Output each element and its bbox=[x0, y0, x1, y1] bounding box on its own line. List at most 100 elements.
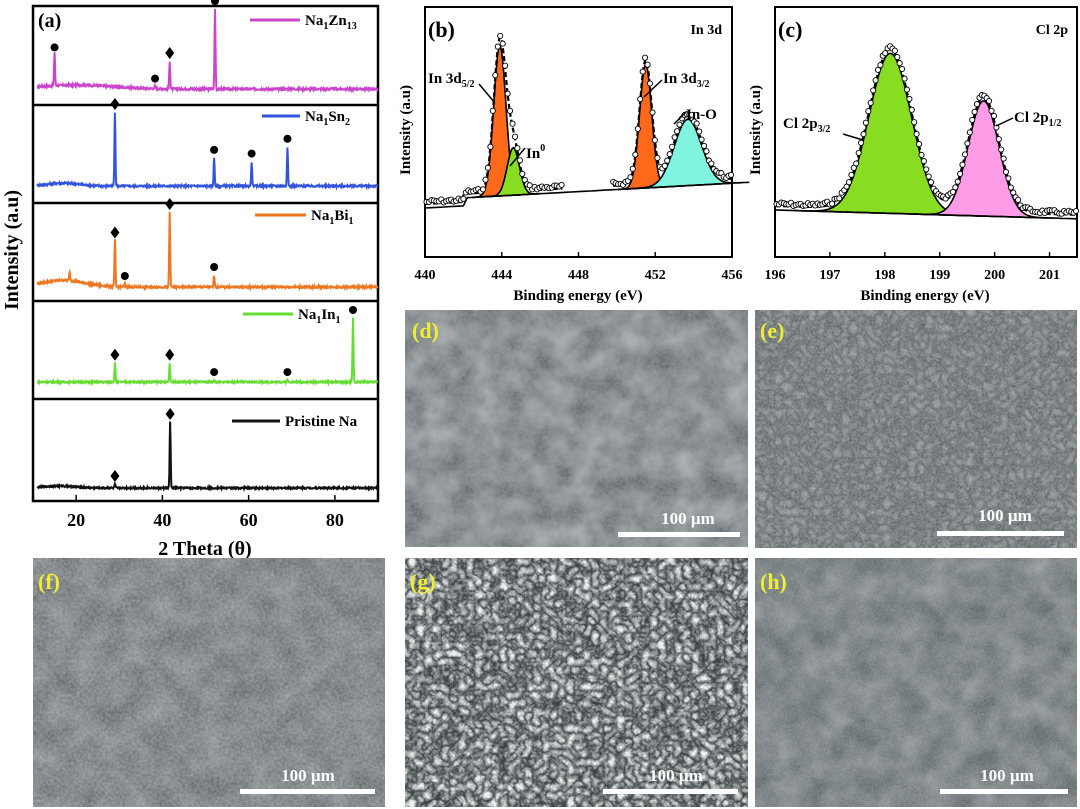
sem-panel-d: (d) 100 µm bbox=[405, 310, 748, 547]
xps-raw-point bbox=[860, 131, 867, 138]
xps-x-tick-label: 201 bbox=[1039, 268, 1060, 283]
xrd-line-2 bbox=[36, 211, 379, 292]
xrd-marker-circle bbox=[247, 149, 256, 158]
xps-x-tick-label: 456 bbox=[722, 268, 743, 283]
xps-raw-point bbox=[494, 43, 501, 50]
xps-raw-point bbox=[848, 171, 855, 178]
xps-raw-point bbox=[961, 151, 969, 158]
xps-raw-point bbox=[896, 60, 903, 67]
panel-g-scale-text: 100 µm bbox=[649, 766, 703, 785]
xps-raw-point bbox=[867, 99, 874, 106]
cl2p32-label: Cl 2p3/2 bbox=[783, 116, 830, 135]
panel-b-label: (b) bbox=[428, 17, 455, 42]
xps-raw-point bbox=[923, 166, 930, 173]
xps-raw-point bbox=[882, 50, 889, 57]
xrd-series-group bbox=[36, 0, 379, 493]
xps-raw-point bbox=[693, 120, 700, 127]
xps-x-tick-label: 197 bbox=[819, 268, 840, 283]
xps-raw-point bbox=[516, 157, 523, 164]
xps-raw-point bbox=[627, 174, 634, 181]
xps-raw-point bbox=[482, 176, 489, 183]
xps-raw-point bbox=[894, 53, 901, 61]
xrd-line-3 bbox=[36, 317, 379, 387]
xps-raw-point bbox=[872, 77, 879, 84]
xps-in3d-x-ticks: 440 444 448 452 456 bbox=[415, 252, 743, 283]
xps-baseline bbox=[774, 209, 1078, 220]
xps-raw-point bbox=[654, 154, 661, 162]
panel-a-xlabel: 2 Theta (θ) bbox=[158, 538, 251, 560]
xps-raw-point bbox=[845, 179, 853, 186]
xrd-marker-circle bbox=[210, 263, 219, 271]
xps-raw-point bbox=[973, 101, 981, 108]
xps-cl2p-x-ticks: 196 197 198 199 200 201 bbox=[765, 252, 1060, 283]
xps-raw-point bbox=[479, 186, 487, 193]
xps-raw-point bbox=[487, 143, 494, 150]
xps-raw-point bbox=[728, 171, 735, 178]
panel-b-title: In 3d bbox=[690, 23, 722, 38]
xrd-marker-diamond bbox=[110, 226, 120, 239]
xrd-marker-diamond bbox=[110, 470, 120, 483]
panel-d-scale-bar bbox=[618, 532, 740, 537]
xps-raw-point bbox=[911, 119, 918, 126]
xps-cl2p-plot bbox=[773, 43, 1080, 220]
xps-raw-point bbox=[696, 128, 703, 135]
xps-raw-point bbox=[1005, 175, 1012, 182]
xps-x-tick-label: 440 bbox=[415, 268, 436, 283]
xps-raw-point bbox=[661, 162, 668, 169]
xps-x-tick-label: 448 bbox=[568, 268, 589, 283]
xps-raw-point bbox=[642, 54, 649, 61]
xps-raw-point bbox=[908, 106, 915, 113]
xps-raw-point bbox=[489, 107, 496, 114]
xps-x-tick-label: 198 bbox=[874, 268, 895, 283]
xps-x-tick-label: 196 bbox=[765, 268, 786, 283]
panel-f-scale-text: 100 µm bbox=[281, 766, 335, 785]
xps-raw-point bbox=[519, 170, 526, 177]
panel-a: Na1Zn13 Na1Sn2 Na1Bi1 Na1In1 Pristine Na 20 4… bbox=[1, 0, 380, 560]
panel-b-xlabel: Binding energy (eV) bbox=[513, 288, 642, 304]
xps-raw-point bbox=[993, 124, 1000, 131]
xps-raw-point bbox=[669, 143, 676, 150]
xrd-marker-diamond bbox=[165, 47, 175, 59]
panel-f-scale-bar bbox=[240, 789, 375, 794]
xrd-legend-group: Na1Zn13 Na1Sn2 Na1Bi1 Na1In1 Pristine Na bbox=[232, 13, 358, 430]
xps-raw-point bbox=[649, 109, 656, 116]
xps-raw-point bbox=[959, 161, 966, 168]
xrd-legend-label: Na1Sn2 bbox=[305, 109, 350, 128]
xrd-x-tick-label: 20 bbox=[67, 510, 85, 530]
xps-raw-point bbox=[703, 148, 710, 155]
xrd-legend-label: Pristine Na bbox=[285, 414, 358, 430]
xps-raw-point bbox=[688, 111, 695, 118]
xrd-x-tick-label: 60 bbox=[240, 510, 258, 530]
xps-baseline bbox=[424, 182, 733, 209]
panel-c-title: Cl 2p bbox=[1036, 23, 1069, 38]
xps-raw-point bbox=[1002, 168, 1010, 175]
xrd-marker-diamond bbox=[165, 198, 175, 210]
xrd-x-tick-label: 80 bbox=[326, 510, 344, 530]
xps-raw-point bbox=[504, 90, 511, 97]
xps-raw-point bbox=[701, 142, 708, 149]
in-o-label: In-O bbox=[686, 107, 717, 123]
xps-raw-point bbox=[651, 137, 658, 144]
xps-raw-point bbox=[998, 146, 1005, 153]
xps-raw-point bbox=[906, 95, 913, 102]
xps-raw-point bbox=[995, 136, 1002, 143]
panel-b-ylabel: Intensity (a.u) bbox=[398, 85, 414, 175]
xps-raw-point bbox=[916, 141, 923, 148]
xrd-marker-circle bbox=[50, 43, 59, 52]
xps-in3d-plot bbox=[423, 32, 750, 209]
panel-g-scale-bar bbox=[603, 789, 738, 794]
xps-raw-point bbox=[509, 120, 516, 127]
xrd-marker-diamond bbox=[165, 348, 175, 361]
panel-h-scale-text: 100 µm bbox=[980, 766, 1034, 785]
xps-raw-point bbox=[957, 170, 964, 177]
xps-raw-point bbox=[971, 108, 978, 115]
xrd-marker-diamond bbox=[165, 408, 175, 420]
xps-raw-point bbox=[460, 195, 467, 202]
xps-raw-point bbox=[870, 87, 877, 94]
xps-raw-point bbox=[632, 151, 639, 158]
xps-raw-point bbox=[1073, 207, 1080, 215]
xps-raw-point bbox=[514, 145, 521, 152]
xps-raw-point bbox=[920, 158, 927, 165]
xrd-marker-diamond bbox=[110, 348, 120, 361]
panel-h-scale-bar bbox=[940, 789, 1068, 794]
